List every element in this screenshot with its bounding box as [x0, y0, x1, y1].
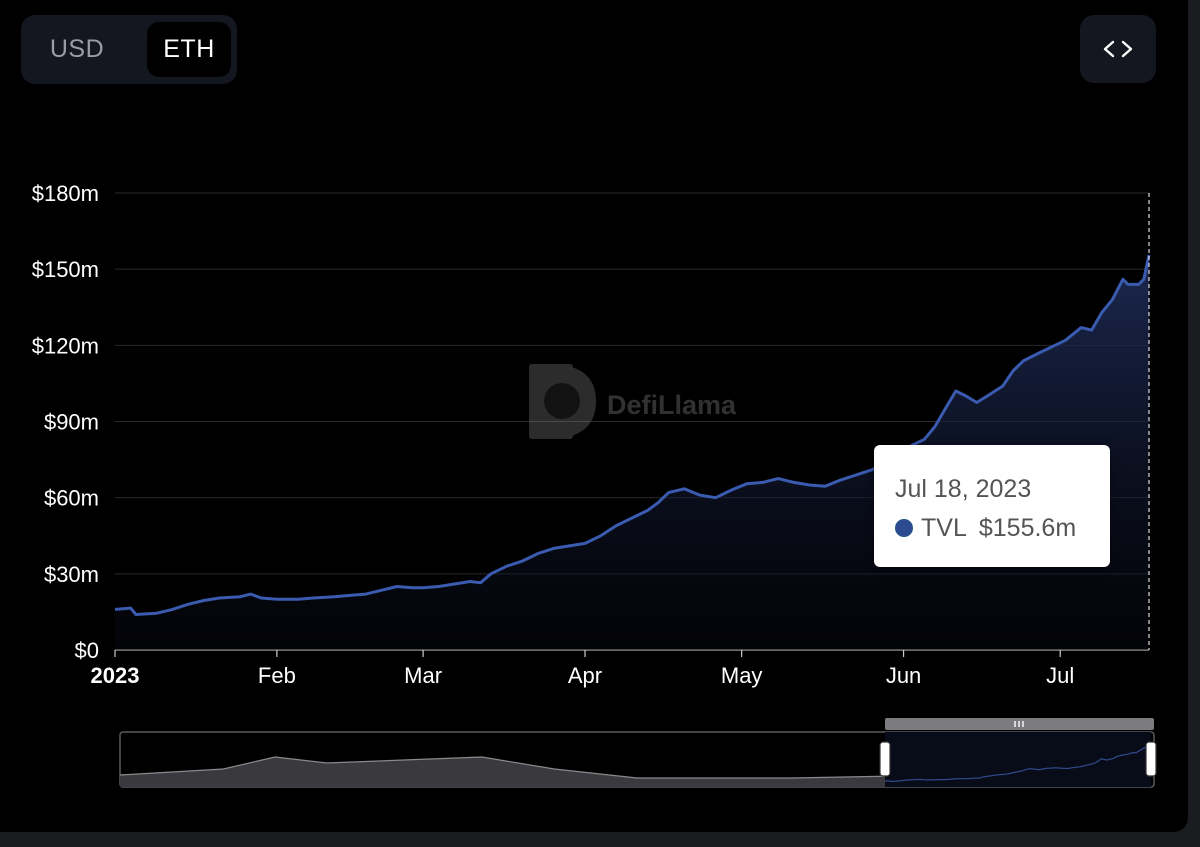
tooltip-value: $155.6m — [978, 514, 1077, 542]
embed-code-button[interactable] — [1080, 15, 1156, 83]
x-tick-label: Jun — [886, 663, 921, 688]
y-tick-label: $120m — [32, 333, 99, 358]
y-tick-label: $30m — [44, 562, 99, 587]
tvl-series-line — [114, 254, 1151, 616]
defillama-watermark: DefiLlama — [529, 364, 737, 439]
y-tick-label: $60m — [44, 486, 99, 511]
watermark-logo-curve — [548, 364, 596, 439]
currency-toggle: USD ETH — [21, 15, 237, 84]
x-tick-label: Feb — [258, 663, 296, 688]
watermark-logo-bar — [529, 364, 573, 439]
eth-toggle-button[interactable]: ETH — [147, 22, 231, 77]
y-tick-label: $0 — [75, 638, 99, 663]
brush-handle[interactable] — [879, 741, 891, 777]
y-axis-ticks: $0 $30m $60m $90m $120m $150m $180m — [32, 181, 99, 663]
y-tick-label: $180m — [32, 181, 99, 206]
brush-overview-line — [119, 756, 1072, 779]
y-tick-label: $90m — [44, 410, 99, 435]
range-brush[interactable] — [119, 718, 1157, 788]
x-tick-label: Mar — [404, 663, 442, 688]
x-tick-label: May — [721, 663, 763, 688]
tooltip-row: TVL $155.6m — [895, 514, 1076, 543]
brush-handle[interactable] — [1145, 741, 1157, 777]
series-dot-icon — [895, 519, 913, 537]
x-tick-label: Apr — [568, 663, 602, 688]
watermark-text: DefiLlama — [607, 390, 737, 420]
llama-icon — [544, 383, 580, 419]
tooltip: Jul 18, 2023 TVL $155.6m — [874, 445, 1110, 567]
tooltip-date: Jul 18, 2023 — [895, 475, 1032, 503]
x-tick-label: Jul — [1046, 663, 1074, 688]
tooltip-series-name: TVL — [921, 514, 967, 542]
chart-panel: USD ETH DefiLlama $0 $30m $60m $90m $120m $15… — [0, 0, 1188, 832]
usd-toggle-button[interactable]: USD — [49, 35, 105, 63]
x-tick-label: 2023 — [91, 663, 140, 688]
brush-overview-area — [120, 757, 1072, 787]
x-axis-ticks: 2023 Feb Mar Apr May Jun Jul — [91, 650, 1074, 688]
tvl-chart[interactable]: DefiLlama $0$30m$60m$90m$120m$150m$180m … — [0, 0, 1188, 832]
brush-selected-line — [884, 744, 1152, 783]
code-brackets-icon — [1103, 40, 1133, 58]
y-tick-label: $150m — [32, 257, 99, 282]
